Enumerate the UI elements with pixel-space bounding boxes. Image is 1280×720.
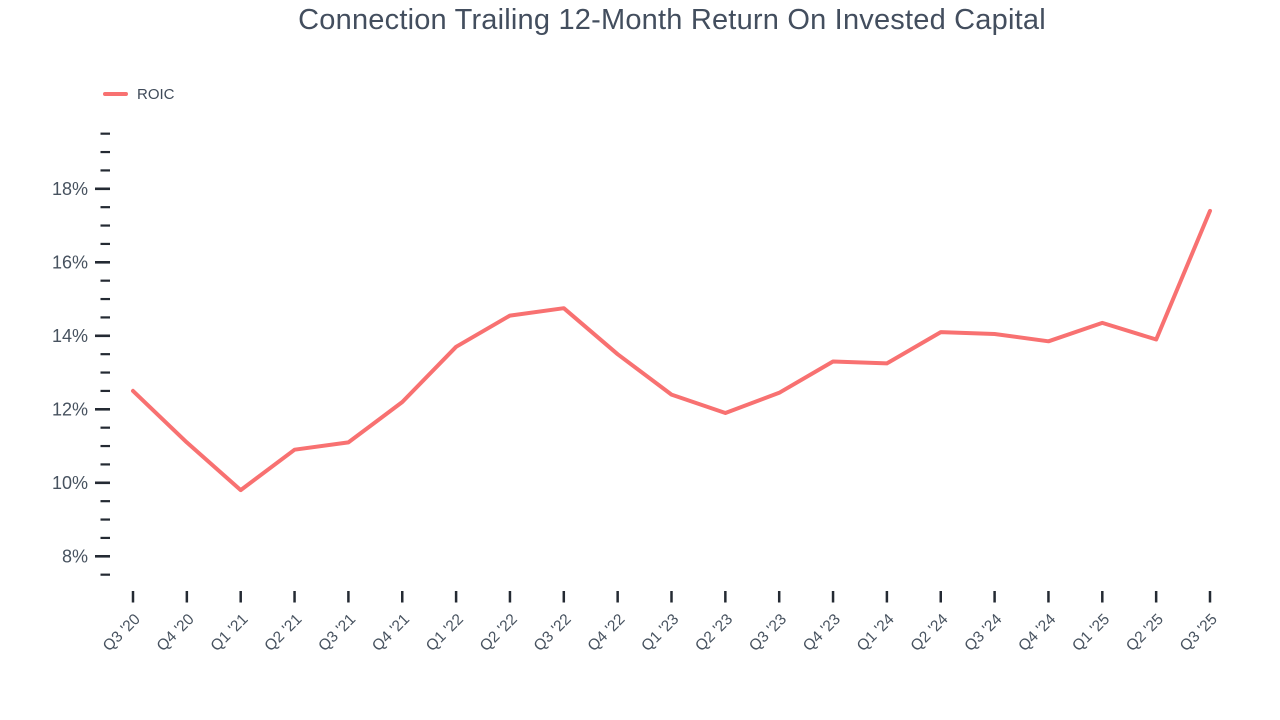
legend-line-swatch xyxy=(103,91,128,97)
x-axis-label: Q2 '21 xyxy=(261,611,305,655)
x-axis-label: Q1 '21 xyxy=(208,611,252,655)
roic-line xyxy=(131,208,1212,493)
legend-label: ROIC xyxy=(137,85,175,103)
x-axis-label: Q4 '20 xyxy=(154,611,198,655)
x-axis-label: Q2 '22 xyxy=(477,611,521,655)
x-axis-label: Q3 '20 xyxy=(100,611,144,655)
x-axis-label: Q1 '25 xyxy=(1069,611,1113,655)
y-axis-label: 12% xyxy=(52,400,88,420)
x-axis-label: Q2 '24 xyxy=(908,611,952,655)
x-axis-label: Q2 '23 xyxy=(692,611,736,655)
x-axis-label: Q3 '24 xyxy=(961,611,1005,655)
legend: ROIC xyxy=(103,84,175,104)
y-axis-label: 14% xyxy=(52,326,88,346)
y-axis-label: 8% xyxy=(62,547,88,567)
x-axis-label: Q3 '23 xyxy=(746,611,790,655)
x-axis-label: Q1 '22 xyxy=(423,611,467,655)
x-axis-label: Q4 '24 xyxy=(1015,611,1059,655)
x-axis-label: Q4 '21 xyxy=(369,611,413,655)
x-axis-label: Q3 '22 xyxy=(531,611,575,655)
x-axis-label: Q2 '25 xyxy=(1123,611,1167,655)
x-axis-label: Q4 '22 xyxy=(585,611,629,655)
y-axis-label: 16% xyxy=(52,253,88,273)
x-axis-label: Q4 '23 xyxy=(800,611,844,655)
x-axis-label: Q1 '23 xyxy=(638,611,682,655)
x-axis-label: Q1 '24 xyxy=(854,611,898,655)
x-axis-label: Q3 '21 xyxy=(315,611,359,655)
y-axis-label: 10% xyxy=(52,473,88,493)
x-axis-label: Q3 '25 xyxy=(1177,611,1221,655)
chart-title: Connection Trailing 12-Month Return On I… xyxy=(298,4,1046,36)
y-axis-label: 18% xyxy=(52,179,88,199)
